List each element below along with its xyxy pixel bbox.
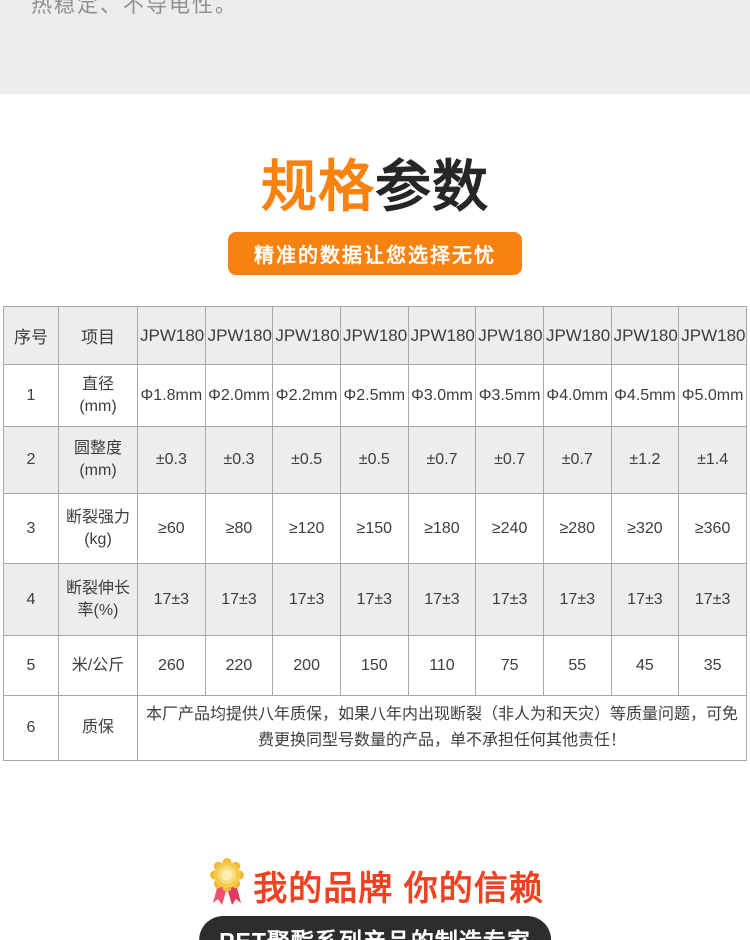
value-cell: 17±3	[204, 563, 274, 636]
top-strip-text: 热稳定、不导电性。	[31, 0, 238, 17]
page-title-rest: 参数	[375, 155, 489, 218]
col-header-model: JPW180	[475, 306, 544, 365]
table-row: 6 质保 本厂产品均提供八年质保，如果八年内出现断裂（非人为和天灾）等质量问题，…	[3, 695, 747, 761]
value-cell: Φ5.0mm	[678, 364, 747, 427]
item-name-cell: 圆整度 (mm)	[58, 426, 138, 494]
page-title: 规格参数	[0, 156, 750, 218]
col-header-model: JPW180	[272, 306, 341, 365]
value-cell: 17±3	[542, 563, 612, 636]
item-name-cell: 直径 (mm)	[58, 364, 138, 427]
value-cell: 45	[610, 635, 680, 696]
value-cell: Φ2.2mm	[272, 364, 341, 427]
row-number-cell: 4	[3, 563, 59, 636]
value-cell: Φ3.5mm	[475, 364, 544, 427]
table-header-row: 序号 项目 JPW180 JPW180 JPW180 JPW180 JPW180…	[3, 306, 747, 365]
page-title-highlight: 规格	[261, 155, 375, 218]
col-header-model: JPW180	[137, 306, 206, 365]
value-cell: ≥150	[339, 493, 409, 564]
value-cell: ±1.2	[610, 426, 680, 494]
value-cell: ±0.5	[272, 426, 341, 494]
value-cell: Φ2.0mm	[204, 364, 274, 427]
value-cell: Φ4.5mm	[610, 364, 680, 427]
row-number-cell: 5	[3, 635, 59, 696]
value-cell: 17±3	[475, 563, 544, 636]
value-cell: ±0.7	[542, 426, 612, 494]
footer-banner: PET聚酯系列产品的制造专家	[199, 916, 551, 940]
value-cell: 55	[542, 635, 612, 696]
value-cell: ±0.7	[475, 426, 544, 494]
value-cell: 260	[137, 635, 206, 696]
item-name-cell: 断裂强力 (kg)	[58, 493, 138, 564]
value-cell: 17±3	[407, 563, 477, 636]
value-cell: ≥60	[137, 493, 206, 564]
subtitle-banner: 精准的数据让您选择无忧	[228, 232, 522, 275]
value-cell: ≥120	[272, 493, 341, 564]
value-cell: ≥320	[610, 493, 680, 564]
value-cell: Φ3.0mm	[407, 364, 477, 427]
slogan-text: 我的品牌 你的信赖	[253, 870, 544, 908]
col-header-item: 项目	[58, 306, 138, 365]
table-row: 1 直径 (mm) Φ1.8mm Φ2.0mm Φ2.2mm Φ2.5mm Φ3…	[3, 364, 747, 427]
value-cell: ±0.5	[339, 426, 409, 494]
value-cell: 17±3	[610, 563, 680, 636]
table-row: 4 断裂伸长 率(%) 17±3 17±3 17±3 17±3 17±3 17±…	[3, 563, 747, 636]
value-cell: ≥280	[542, 493, 612, 564]
value-cell: ≥360	[678, 493, 747, 564]
value-cell: 17±3	[137, 563, 206, 636]
col-header-model: JPW180	[542, 306, 612, 365]
col-header-model: JPW180	[339, 306, 409, 365]
item-name-cell: 米/公斤	[58, 635, 138, 696]
row-number-cell: 1	[3, 364, 59, 427]
medal-icon	[206, 858, 248, 913]
value-cell: 17±3	[339, 563, 409, 636]
value-cell: 150	[339, 635, 409, 696]
value-cell: ±0.7	[407, 426, 477, 494]
value-cell: 17±3	[678, 563, 747, 636]
item-name-cell: 质保	[58, 695, 138, 761]
value-cell: ≥240	[475, 493, 544, 564]
value-cell: ±0.3	[204, 426, 274, 494]
table-row: 5 米/公斤 260 220 200 150 110 75 55 45 35	[3, 635, 747, 696]
value-cell: Φ4.0mm	[542, 364, 612, 427]
col-header-model: JPW180	[204, 306, 274, 365]
warranty-note-cell: 本厂产品均提供八年质保，如果八年内出现断裂（非人为和天灾）等质量问题，可免费更换…	[137, 695, 747, 761]
value-cell: 220	[204, 635, 274, 696]
value-cell: Φ1.8mm	[137, 364, 206, 427]
value-cell: 35	[678, 635, 747, 696]
value-cell: 110	[407, 635, 477, 696]
row-number-cell: 2	[3, 426, 59, 494]
value-cell: ±1.4	[678, 426, 747, 494]
table-row: 3 断裂强力 (kg) ≥60 ≥80 ≥120 ≥150 ≥180 ≥240 …	[3, 493, 747, 564]
item-name-cell: 断裂伸长 率(%)	[58, 563, 138, 636]
value-cell: Φ2.5mm	[339, 364, 409, 427]
col-header-model: JPW180	[678, 306, 747, 365]
col-header-no: 序号	[3, 306, 59, 365]
col-header-model: JPW180	[610, 306, 680, 365]
value-cell: ≥80	[204, 493, 274, 564]
col-header-model: JPW180	[407, 306, 477, 365]
value-cell: ≥180	[407, 493, 477, 564]
value-cell: 75	[475, 635, 544, 696]
row-number-cell: 3	[3, 493, 59, 564]
table-row: 2 圆整度 (mm) ±0.3 ±0.3 ±0.5 ±0.5 ±0.7 ±0.7…	[3, 426, 747, 494]
top-strip: 热稳定、不导电性。	[0, 0, 750, 94]
value-cell: 200	[272, 635, 341, 696]
footer-slogan: 我的品牌 你的信赖	[0, 858, 750, 913]
row-number-cell: 6	[3, 695, 59, 761]
spec-table: 序号 项目 JPW180 JPW180 JPW180 JPW180 JPW180…	[3, 306, 747, 761]
value-cell: ±0.3	[137, 426, 206, 494]
value-cell: 17±3	[272, 563, 341, 636]
